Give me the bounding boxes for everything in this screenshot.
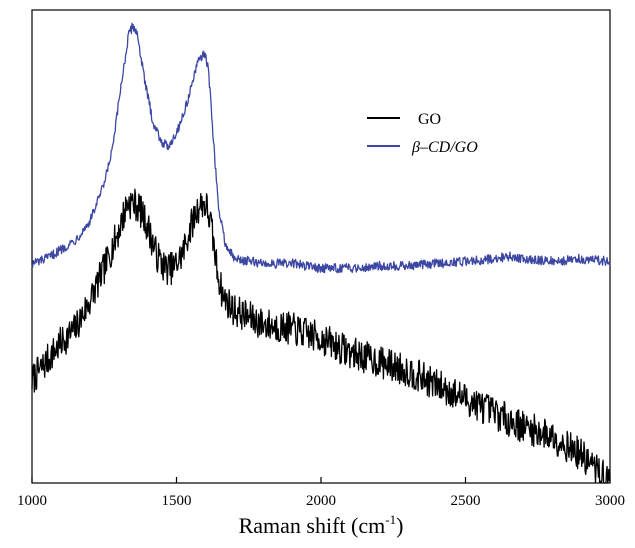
x-tick-label: 3000 (595, 493, 625, 509)
x-tick-label: 1000 (17, 493, 47, 509)
series-line-bcd-go (31, 22, 611, 274)
series-line-go (31, 188, 611, 484)
x-axis-ticks: 1000 1500 2000 2500 3000 (17, 477, 625, 509)
legend-label-bcd-go: β–CD/GO (411, 139, 478, 156)
x-axis-title-superscript: -1 (385, 512, 396, 527)
legend-label-go: GO (418, 111, 441, 128)
x-tick-label: 2500 (451, 493, 481, 509)
x-axis-title-close: ) (396, 513, 403, 538)
x-tick-label: 2000 (306, 493, 336, 509)
legend: GO β–CD/GO (367, 111, 478, 156)
x-tick-label: 1500 (162, 493, 192, 509)
x-axis-title: Raman shift (cm-1) (239, 512, 404, 538)
series-layer (31, 22, 611, 484)
